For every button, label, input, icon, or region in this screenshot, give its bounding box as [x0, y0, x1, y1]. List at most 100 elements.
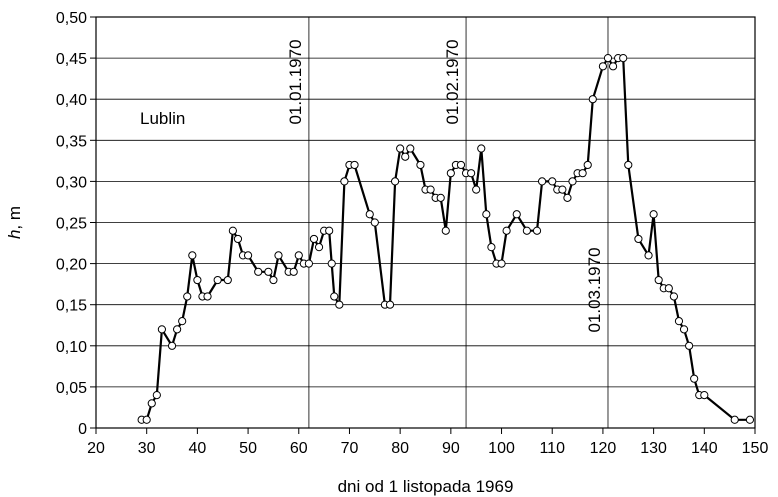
data-point: [223, 275, 232, 285]
data-point: [325, 226, 334, 235]
x-tick-label: 100: [488, 440, 515, 457]
data-point: [588, 95, 597, 104]
y-tick-label: 0: [78, 421, 87, 438]
data-point: [147, 399, 156, 408]
x-tick-label: 110: [539, 440, 565, 457]
data-point: [436, 193, 445, 202]
data-point: [558, 185, 567, 194]
data-point: [598, 62, 608, 71]
data-point: [233, 234, 243, 244]
data-point: [340, 177, 349, 186]
location-annotation: Lublin: [140, 109, 185, 128]
date-marker-label: 01.01.1970: [286, 39, 305, 124]
data-point: [674, 317, 684, 326]
y-axis-label: h, m: [5, 206, 24, 239]
data-point: [406, 144, 415, 153]
data-point: [188, 251, 197, 260]
data-point: [309, 234, 319, 244]
data-point: [441, 226, 450, 235]
data-point: [700, 391, 709, 400]
data-point: [679, 325, 689, 334]
data-point: [401, 152, 410, 161]
data-point: [532, 226, 542, 235]
y-tick-label: 0,25: [56, 216, 87, 233]
data-point: [634, 234, 643, 244]
y-tick-label: 0,10: [56, 339, 87, 356]
data-point: [619, 54, 628, 63]
y-tick-label: 0,50: [56, 10, 87, 27]
y-axis-label-unit: , m: [5, 206, 24, 230]
data-point: [537, 177, 547, 186]
y-tick-label: 0,05: [56, 380, 87, 397]
data-point: [228, 226, 237, 235]
data-point: [583, 160, 592, 170]
y-tick-label: 0,45: [56, 51, 87, 68]
data-point: [152, 391, 161, 400]
data-point: [608, 62, 618, 71]
y-tick-label: 0,20: [56, 257, 87, 274]
x-tick-label: 40: [188, 440, 206, 457]
date-marker-label: 01.02.1970: [443, 39, 462, 124]
data-point: [649, 210, 658, 219]
data-point: [502, 226, 511, 235]
data-point: [274, 251, 283, 260]
data-point: [203, 292, 212, 301]
data-point: [512, 210, 521, 219]
data-point: [183, 292, 192, 301]
x-tick-label: 80: [391, 440, 409, 457]
data-point: [173, 325, 182, 334]
y-tick-label: 0,30: [56, 174, 87, 191]
data-point: [685, 341, 694, 350]
data-point: [730, 415, 739, 424]
x-tick-label: 130: [640, 440, 667, 457]
data-point: [467, 169, 476, 178]
data-point: [243, 251, 253, 260]
date-marker-label: 01.03.1970: [585, 247, 604, 332]
data-point: [745, 415, 755, 424]
data-point: [193, 275, 202, 285]
data-point: [335, 300, 344, 309]
data-point: [264, 267, 273, 276]
y-tick-label: 0,35: [56, 133, 87, 150]
data-point: [314, 243, 324, 252]
y-tick-label: 0,40: [56, 92, 87, 109]
x-tick-label: 120: [590, 440, 617, 457]
data-point: [416, 160, 425, 170]
data-point: [522, 226, 531, 235]
data-point: [330, 292, 339, 301]
data-point: [178, 317, 187, 326]
data-point: [142, 415, 151, 424]
x-tick-label: 150: [742, 440, 769, 457]
data-point: [456, 160, 466, 170]
data-point: [654, 275, 663, 285]
data-point: [157, 325, 166, 334]
data-point: [578, 169, 587, 178]
data-point: [304, 259, 314, 268]
data-point: [477, 144, 486, 153]
data-point: [497, 259, 506, 268]
data-point: [482, 210, 491, 219]
data-point: [487, 243, 496, 252]
data-point: [664, 284, 673, 293]
x-tick-label: 90: [442, 440, 460, 457]
x-tick-label: 30: [138, 440, 156, 457]
data-point: [396, 144, 405, 153]
data-point: [563, 193, 572, 202]
data-point: [385, 300, 395, 309]
data-point: [254, 267, 263, 276]
data-point: [472, 185, 481, 194]
x-tick-label: 70: [341, 440, 359, 457]
data-point: [327, 259, 336, 268]
data-point: [269, 275, 278, 285]
axis-ticks: 0 0,05 0,10 0,15 0,20 0,25 0,30 0,35 0,40 0,45 0,5…: [56, 10, 769, 457]
data-point: [603, 54, 613, 63]
data-point: [350, 160, 359, 170]
data-point: [289, 267, 298, 276]
x-tick-label: 20: [87, 440, 105, 457]
data-point: [568, 177, 577, 186]
data-point: [294, 251, 303, 260]
data-point: [548, 177, 557, 186]
data-point: [390, 177, 400, 186]
data-point: [365, 210, 374, 219]
